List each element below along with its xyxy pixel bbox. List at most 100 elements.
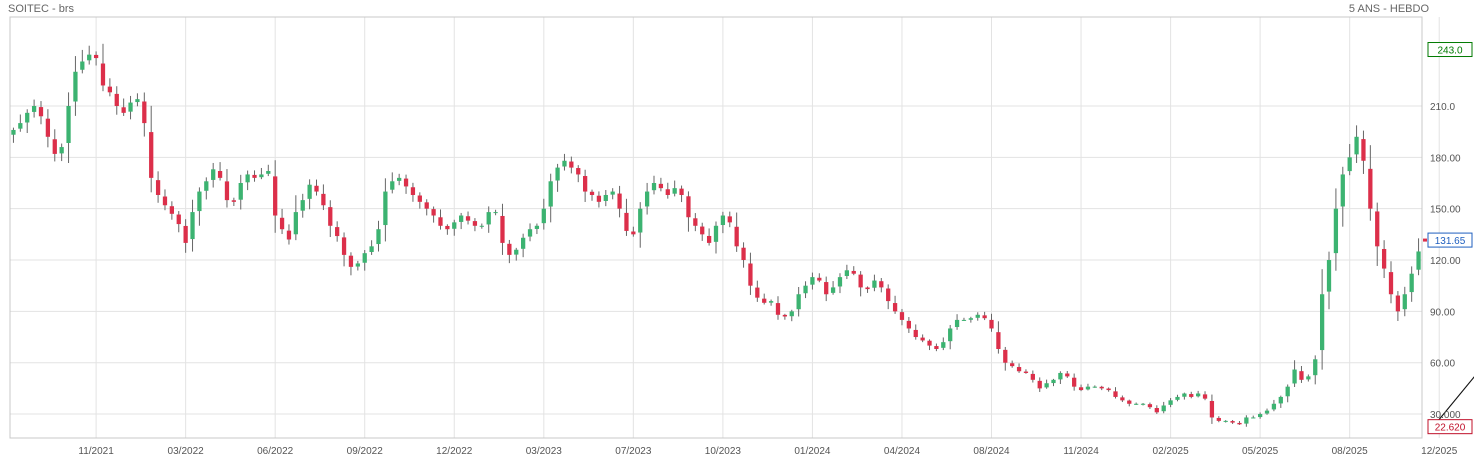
candle (410, 182, 416, 202)
candle-body-down (741, 247, 746, 261)
candle (445, 224, 450, 235)
candle (920, 334, 925, 343)
y-tick-label: 210.0 (1430, 102, 1455, 113)
candle (741, 242, 746, 268)
candles (11, 43, 1421, 427)
candle-body-up (789, 311, 794, 317)
candle (335, 221, 340, 242)
candle-body-up (948, 328, 953, 342)
candle-body-down (107, 86, 113, 93)
x-tick-label: 01/2024 (794, 446, 831, 457)
candle-body-down (410, 187, 416, 195)
candle-body-down (934, 346, 939, 350)
candle (1120, 395, 1125, 403)
candle (1313, 355, 1318, 385)
candle-body-down (183, 225, 188, 243)
candle (1065, 370, 1070, 378)
candle (851, 266, 856, 276)
x-tick-label: 03/2023 (526, 446, 563, 457)
candle-body-up (135, 99, 140, 103)
candle (507, 239, 512, 264)
candle (59, 143, 64, 162)
candle (479, 223, 484, 229)
candle-body-down (1078, 387, 1084, 391)
candle (837, 273, 843, 294)
candle-body-down (817, 277, 822, 281)
candle-body-up (610, 191, 615, 195)
candle-body-up (603, 194, 608, 201)
candle (948, 324, 953, 350)
candle (1292, 360, 1297, 388)
candle (1264, 408, 1270, 415)
chart-period-label[interactable]: 5 ANS - HEBDO (1348, 3, 1429, 15)
candle (886, 284, 891, 310)
candle-body-down (162, 196, 168, 206)
candle (424, 199, 429, 216)
candle-body-up (25, 112, 30, 123)
candle-body-up (204, 181, 209, 191)
candle (80, 49, 85, 74)
candle (1168, 398, 1173, 408)
candle (755, 280, 760, 302)
candle-body-up (452, 222, 457, 229)
candle (534, 223, 540, 235)
candle (596, 191, 602, 208)
candle-body-down (906, 320, 911, 329)
candle-body-down (1030, 373, 1035, 380)
candle-body-up (73, 71, 78, 102)
candle (307, 179, 312, 210)
candle-body-up (355, 263, 360, 267)
candle (817, 273, 822, 283)
candle (569, 156, 574, 174)
candle-body-down (582, 176, 588, 192)
candle (617, 185, 622, 218)
candle (197, 187, 202, 226)
candle-body-up (190, 212, 195, 240)
candle-body-up (644, 191, 650, 207)
candle-body-up (1175, 396, 1180, 400)
candle-body-down (1209, 400, 1215, 418)
x-tick-label: 05/2025 (1242, 446, 1279, 457)
candle (1085, 383, 1091, 391)
candle (149, 105, 154, 193)
candle-body-up (975, 314, 980, 318)
candle (266, 164, 271, 177)
candle-body-down (1395, 295, 1401, 312)
candle (1251, 415, 1256, 419)
candle-body-down (52, 139, 57, 154)
candle (348, 252, 354, 276)
candle-body-down (700, 226, 705, 235)
candle-body-up (941, 342, 946, 348)
candle-body-down (982, 315, 987, 319)
candle-body-down (1023, 371, 1029, 373)
candle-body-up (128, 102, 133, 112)
candle-body-down (755, 287, 760, 298)
candle-body-down (149, 132, 154, 178)
candle (135, 93, 140, 107)
candle-body-up (796, 294, 801, 310)
candle (1340, 166, 1345, 227)
y-tick-label: 150.00 (1430, 205, 1461, 216)
candle-body-up (768, 301, 774, 303)
candle-body-down (1120, 397, 1125, 401)
candle (493, 209, 498, 216)
candle (87, 45, 92, 65)
candle (1078, 384, 1084, 392)
candle (541, 198, 546, 230)
badge-box (1427, 419, 1473, 435)
candle-body-down (100, 63, 106, 86)
y-tick-label: 90.00 (1430, 307, 1455, 318)
candle-body-down (279, 217, 285, 230)
candle-body-down (865, 287, 870, 290)
candle (1271, 399, 1277, 412)
candle-body-down (879, 281, 884, 288)
candle-body-up (293, 212, 298, 235)
candle-body-down (169, 206, 174, 214)
plot-area (9, 16, 1423, 439)
badge-label: 131.65 (1435, 236, 1466, 247)
candle-body-down (1127, 400, 1132, 404)
candle (438, 209, 443, 230)
candle-body-down (1113, 391, 1118, 397)
candle (1016, 363, 1022, 373)
candle (1113, 387, 1118, 399)
